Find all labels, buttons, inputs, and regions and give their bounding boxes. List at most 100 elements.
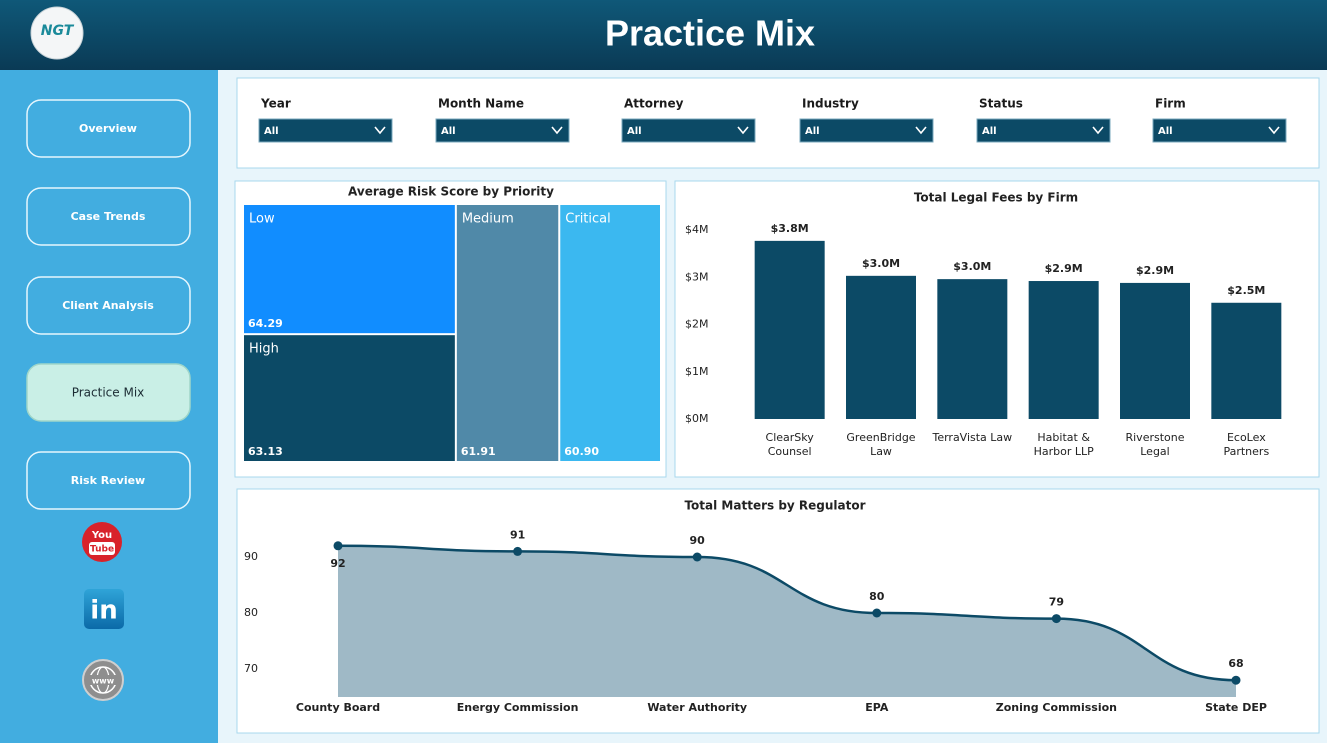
bar <box>846 275 916 419</box>
y-tick-label: 90 <box>244 550 258 563</box>
youtube-text: Tube <box>90 545 114 555</box>
tile-value: 64.29 <box>248 317 283 330</box>
x-tick-label: Zoning Commission <box>996 701 1117 714</box>
treemap-tile <box>560 205 660 461</box>
chart-title: Average Risk Score by Priority <box>348 185 554 199</box>
nav-button[interactable] <box>26 451 191 510</box>
chevron <box>915 126 927 135</box>
filter-dropdown[interactable] <box>435 118 570 143</box>
nav-button[interactable] <box>26 99 191 158</box>
chart-title: Total Matters by Regulator <box>684 499 865 513</box>
y-tick-label: 70 <box>244 662 258 675</box>
x-tick-label: EcoLex Partners <box>1223 431 1269 458</box>
x-tick-label: County Board <box>296 701 380 714</box>
y-tick-label: $2M <box>685 318 709 331</box>
filter-value: All <box>264 126 279 137</box>
filter-dropdown[interactable] <box>1152 118 1287 143</box>
x-tick-label: State DEP <box>1205 701 1267 714</box>
point <box>513 546 523 556</box>
x-tick-label: TerraVista Law <box>931 431 1012 444</box>
data-label: 80 <box>869 590 885 603</box>
nav-label: Case Trends <box>71 210 146 223</box>
filter-label: Year <box>260 97 291 111</box>
x-tick-label: Water Authority <box>647 701 747 714</box>
data-label: 91 <box>510 528 525 541</box>
nav-button[interactable] <box>26 187 191 246</box>
x-tick-label: EPA <box>865 701 889 714</box>
filter-dropdown[interactable] <box>799 118 934 143</box>
filter-dropdown[interactable] <box>621 118 756 143</box>
data-label: 90 <box>690 534 706 547</box>
filter-label: Industry <box>802 97 859 111</box>
youtube-badge <box>89 542 115 555</box>
bar <box>1211 302 1282 419</box>
tile-value: 61.91 <box>461 445 496 458</box>
tile-value: 60.90 <box>564 445 599 458</box>
y-tick-label: $3M <box>685 270 709 283</box>
point <box>872 608 882 618</box>
bar <box>937 279 1008 419</box>
linkedin-icon[interactable] <box>84 589 124 629</box>
data-label: 92 <box>330 557 345 570</box>
header-bar <box>0 0 1327 70</box>
point <box>333 541 343 551</box>
nav-label: Client Analysis <box>62 299 154 312</box>
x-tick-label: Habitat & Harbor LLP <box>1034 431 1095 458</box>
logo <box>30 6 84 60</box>
x-tick-label: Riverstone Legal <box>1125 431 1184 458</box>
bar <box>1120 282 1190 419</box>
chevron <box>737 126 749 135</box>
point <box>1231 675 1241 685</box>
y-tick-label: $0M <box>685 412 709 425</box>
point <box>1051 614 1061 624</box>
youtube-text: You <box>91 530 112 541</box>
linkedin-text: in <box>90 596 117 626</box>
chevron <box>551 126 563 135</box>
nav-label: Risk Review <box>71 474 145 487</box>
filter-value: All <box>441 126 456 137</box>
filter-value: All <box>627 126 642 137</box>
web-text: www <box>92 677 115 686</box>
bar <box>1028 281 1099 419</box>
chevron <box>1092 126 1104 135</box>
point <box>692 552 702 562</box>
tile-label: Medium <box>462 212 514 227</box>
data-label: $2.5M <box>1227 284 1265 297</box>
nav-button[interactable] <box>26 363 191 422</box>
chevron <box>374 126 386 135</box>
data-label: $2.9M <box>1136 264 1174 277</box>
tile-label: Low <box>249 212 275 227</box>
nav-label: Practice Mix <box>72 386 145 400</box>
y-tick-label: $1M <box>685 365 709 378</box>
filter-dropdown[interactable] <box>258 118 393 143</box>
filter-label: Month Name <box>438 97 524 111</box>
x-tick-label: GreenBridge Law <box>846 431 915 458</box>
data-label: 68 <box>1228 657 1243 670</box>
chevron <box>1268 126 1280 135</box>
filter-panel <box>236 77 1320 169</box>
treemap-tile <box>244 205 455 334</box>
filter-label: Attorney <box>624 97 684 111</box>
data-label: $3.0M <box>953 260 991 273</box>
globe-band <box>86 675 120 685</box>
filter-dropdown[interactable] <box>976 118 1111 143</box>
area-line <box>337 544 1237 682</box>
nav-button[interactable] <box>26 276 191 335</box>
filter-label: Firm <box>1155 97 1186 111</box>
filter-value: All <box>1158 126 1173 137</box>
x-tick-label: Energy Commission <box>457 701 579 714</box>
data-label: 79 <box>1049 596 1064 609</box>
filter-value: All <box>982 126 997 137</box>
tile-label: High <box>249 342 279 357</box>
logo-text: NGT <box>41 23 75 39</box>
x-tick-label: ClearSky Counsel <box>766 431 815 458</box>
filter-label: Status <box>979 97 1023 111</box>
area-fill <box>338 545 1236 697</box>
y-tick-label: $4M <box>685 223 709 236</box>
tile-value: 63.13 <box>248 445 283 458</box>
data-label: $3.0M <box>862 257 900 270</box>
treemap-tile <box>244 335 455 461</box>
filter-value: All <box>805 126 820 137</box>
page-title: Practice Mix <box>605 13 815 54</box>
treemap-tile <box>456 205 559 461</box>
